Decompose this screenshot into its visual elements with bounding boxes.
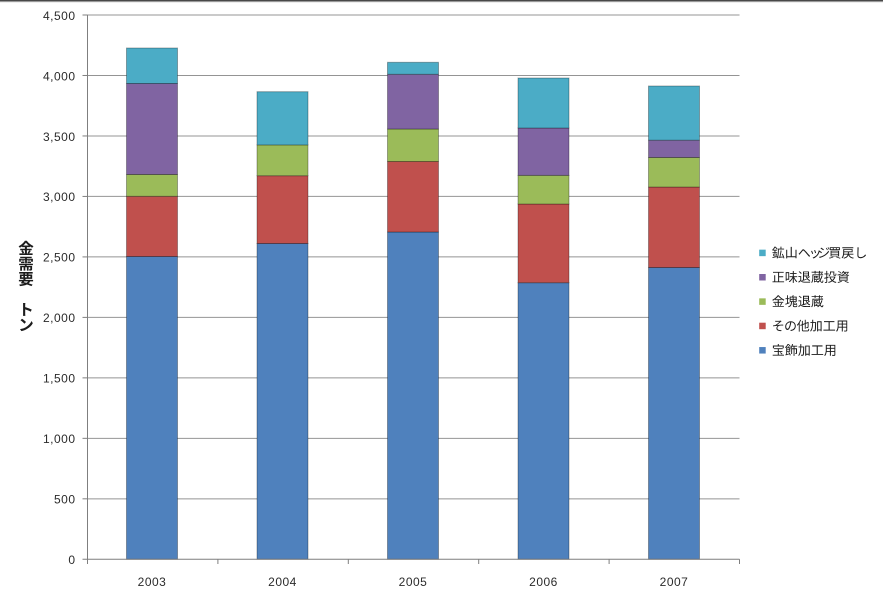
svg-text:2,500: 2,500 (43, 251, 76, 265)
svg-text:2005: 2005 (399, 575, 428, 589)
svg-text:1,500: 1,500 (43, 372, 76, 386)
svg-text:2004: 2004 (268, 575, 297, 589)
svg-text:1,000: 1,000 (43, 432, 76, 446)
svg-text:2,000: 2,000 (43, 311, 76, 325)
svg-text:4,500: 4,500 (43, 9, 76, 23)
svg-text:3,500: 3,500 (43, 130, 76, 144)
svg-text:0: 0 (68, 553, 75, 567)
svg-text:500: 500 (54, 493, 76, 507)
svg-text:4,000: 4,000 (43, 69, 76, 83)
svg-text:2007: 2007 (660, 575, 689, 589)
svg-text:2003: 2003 (138, 575, 167, 589)
svg-text:2006: 2006 (529, 575, 558, 589)
svg-text:3,000: 3,000 (43, 190, 76, 204)
